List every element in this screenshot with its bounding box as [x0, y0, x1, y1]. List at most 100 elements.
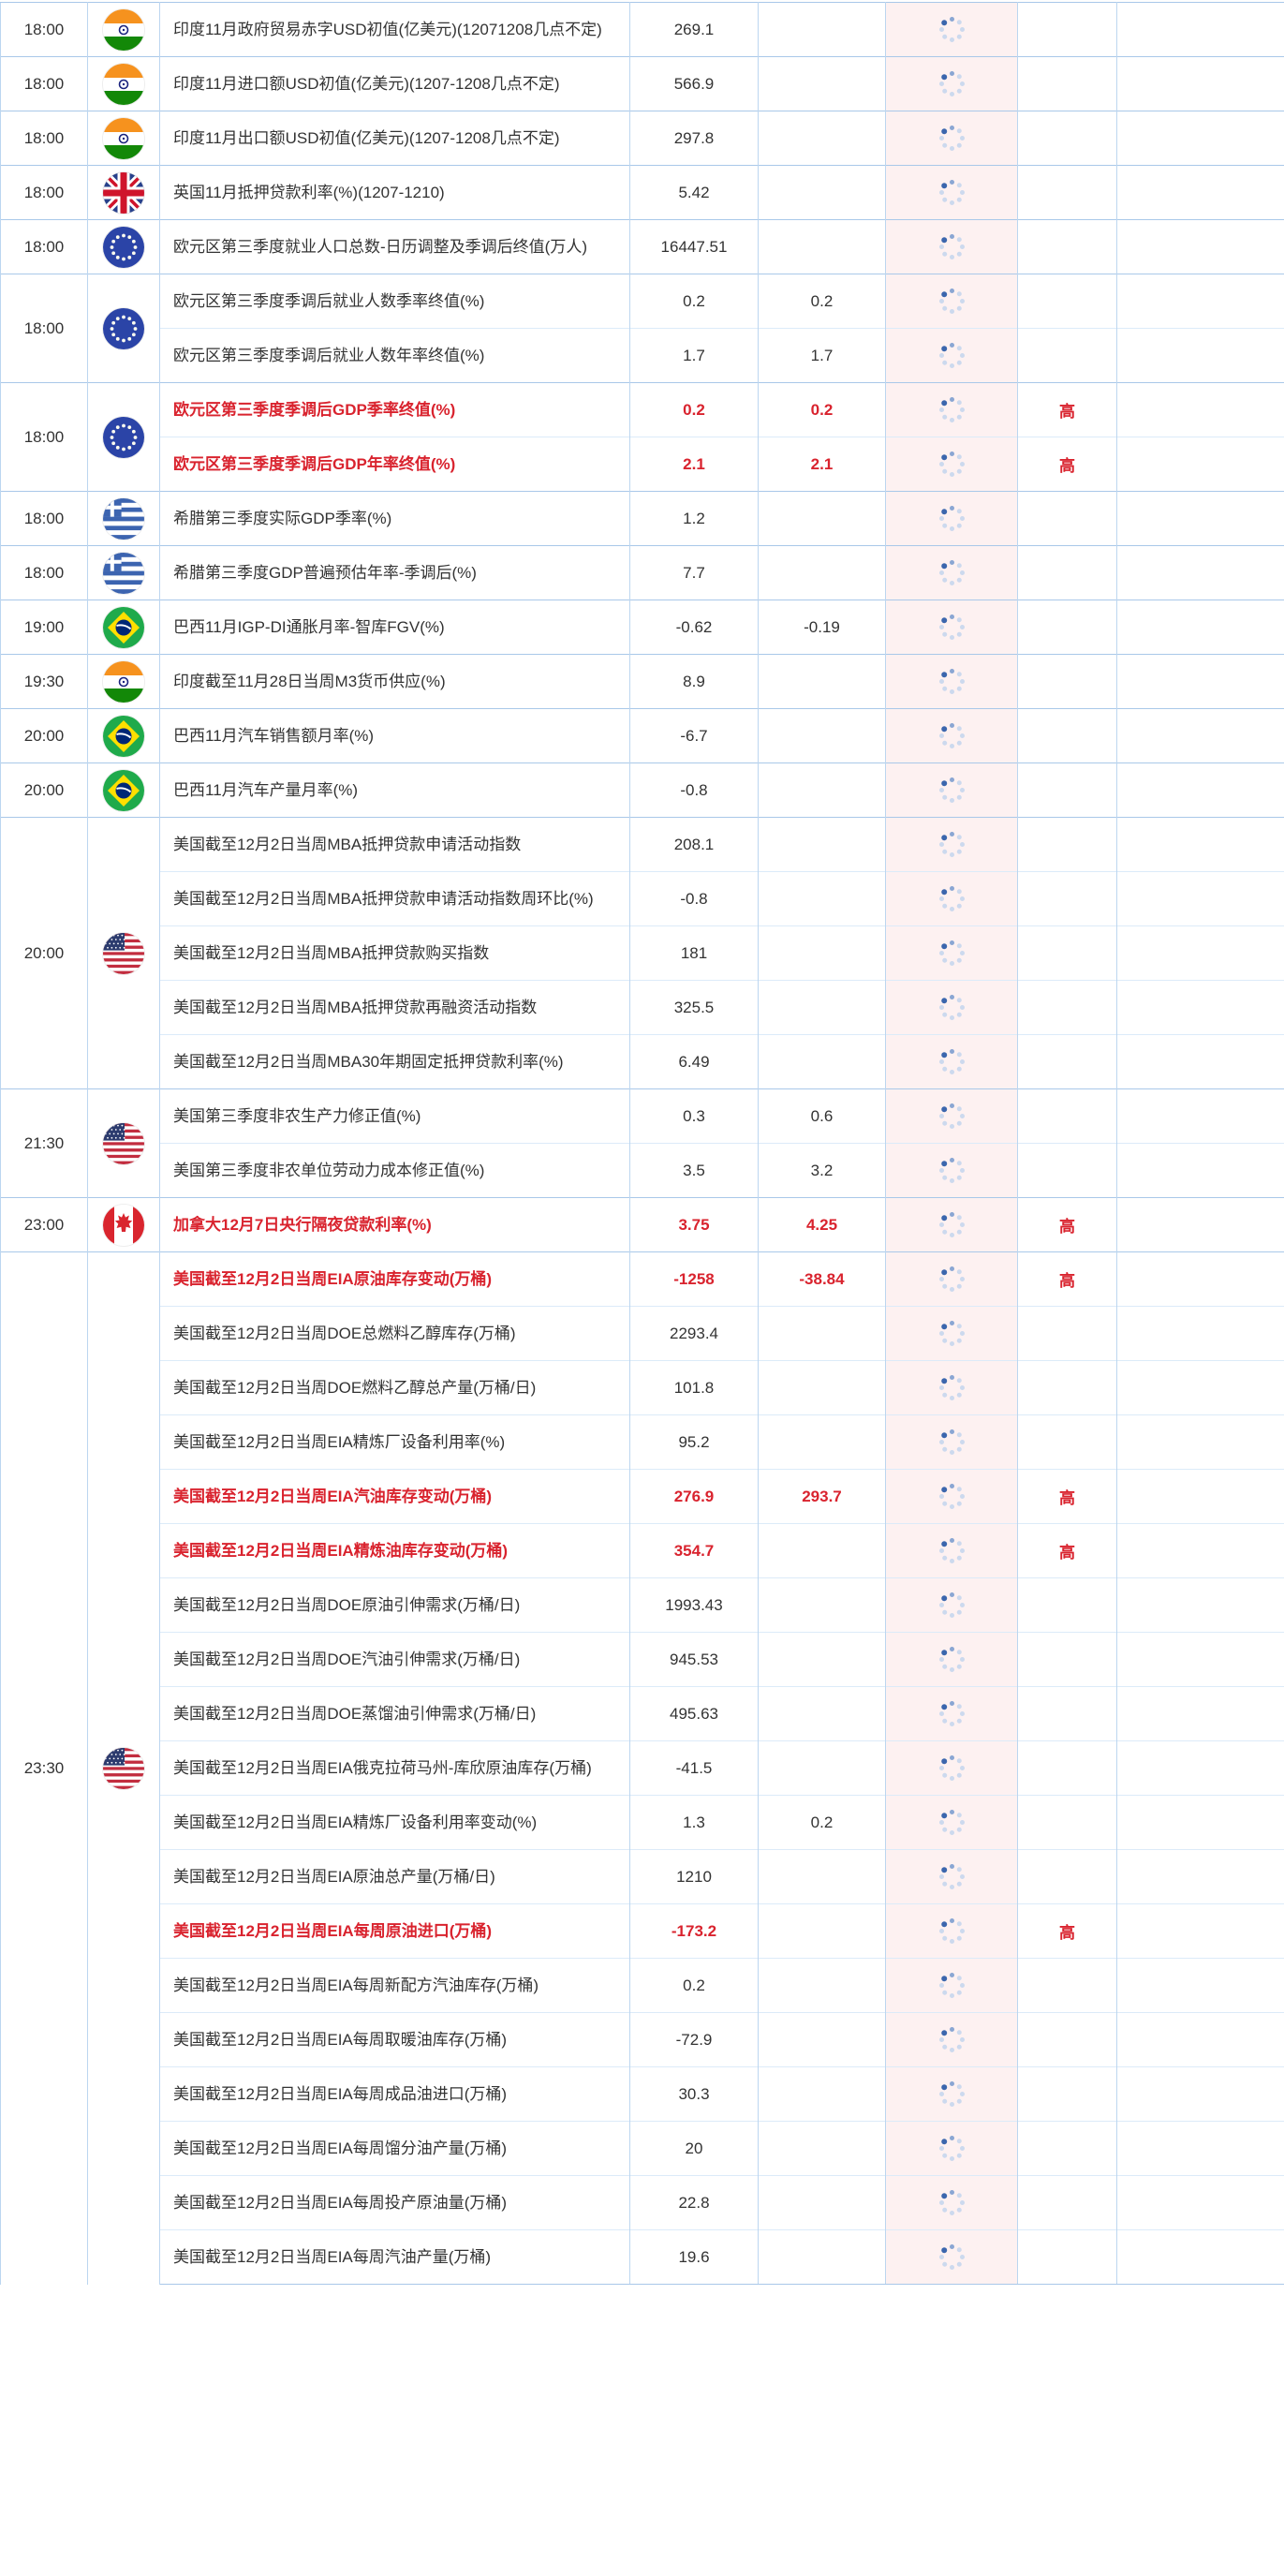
importance-badge: [1017, 2175, 1117, 2230]
loading-spinner-icon: [937, 614, 966, 642]
event-row: 19:00 巴西11月IGP-DI通胀月率-智库FGV(%) -0.62 -0.…: [0, 600, 1284, 655]
empty-cell: [1116, 600, 1284, 655]
importance-badge: [1017, 1958, 1117, 2013]
event-description: 美国截至12月2日当周EIA每周新配方汽油库存(万桶): [159, 1958, 630, 2013]
loading-spinner-icon: [937, 777, 966, 805]
empty-cell: [1116, 219, 1284, 274]
status-spinner-cell: [885, 925, 1018, 981]
country-flag-cell: [87, 382, 160, 492]
india-flag-icon: [103, 63, 144, 105]
actual-value: 1210: [629, 1849, 759, 1904]
forecast-value: [758, 1523, 886, 1578]
empty-cell: [1116, 1306, 1284, 1361]
event-row: 18:00 欧元区第三季度季调后就业人数季率终值(%) 0.2 0.2: [0, 274, 1284, 383]
loading-spinner-icon: [937, 1700, 966, 1728]
brazil-flag-icon: [103, 769, 144, 811]
forecast-value: [758, 1034, 886, 1089]
empty-cell: [1116, 925, 1284, 981]
event-time: 18:00: [0, 382, 88, 492]
importance-badge: [1017, 491, 1117, 546]
actual-value: 945.53: [629, 1632, 759, 1687]
forecast-value: [758, 2229, 886, 2285]
event-description: 美国第三季度非农生产力修正值(%): [159, 1088, 630, 1144]
event-row: 美国截至12月2日当周EIA每周取暖油库存(万桶) -72.9: [1, 2012, 1284, 2067]
actual-value: -0.62: [629, 600, 759, 655]
forecast-value: [758, 165, 886, 220]
actual-value: 566.9: [629, 56, 759, 111]
actual-value: 5.42: [629, 165, 759, 220]
event-description: 欧元区第三季度就业人口总数-日历调整及季调后终值(万人): [159, 219, 630, 274]
actual-value: -6.7: [629, 708, 759, 763]
empty-cell: [1116, 2229, 1284, 2285]
forecast-value: [758, 2012, 886, 2067]
loading-spinner-icon: [937, 1157, 966, 1185]
status-spinner-cell: [885, 491, 1018, 546]
status-spinner-cell: [885, 708, 1018, 763]
event-description: 希腊第三季度实际GDP季率(%): [159, 491, 630, 546]
empty-cell: [1116, 1197, 1284, 1252]
forecast-value: 0.2: [758, 382, 886, 437]
event-description: 美国截至12月2日当周EIA精炼厂设备利用率变动(%): [159, 1795, 630, 1850]
empty-cell: [1116, 654, 1284, 709]
event-description: 美国截至12月2日当周EIA每周馏分油产量(万桶): [159, 2121, 630, 2176]
forecast-value: 1.7: [758, 328, 886, 383]
event-time: 20:00: [0, 708, 88, 763]
event-description: 美国截至12月2日当周EIA原油总产量(万桶/日): [159, 1849, 630, 1904]
event-description: 美国截至12月2日当周MBA抵押贷款申请活动指数周环比(%): [159, 871, 630, 926]
forecast-value: 2.1: [758, 437, 886, 492]
actual-value: 276.9: [629, 1469, 759, 1524]
empty-cell: [1116, 1795, 1284, 1850]
event-time: 19:00: [0, 600, 88, 655]
event-time: 18:00: [0, 274, 88, 383]
economic-calendar-table: 18:00 印度11月政府贸易赤字USD初值(亿美元)(12071208几点不定…: [0, 2, 1284, 2285]
event-time: 18:00: [0, 56, 88, 111]
event-description: 美国截至12月2日当周EIA原油库存变动(万桶): [159, 1251, 630, 1307]
actual-value: 2.1: [629, 437, 759, 492]
empty-cell: [1116, 1577, 1284, 1633]
actual-value: 0.2: [629, 1958, 759, 2013]
forecast-value: [758, 1849, 886, 1904]
actual-value: 19.6: [629, 2229, 759, 2285]
loading-spinner-icon: [937, 288, 966, 316]
event-row: 19:30 印度截至11月28日当周M3货币供应(%) 8.9: [0, 654, 1284, 709]
event-description: 美国截至12月2日当周EIA精炼油库存变动(万桶): [159, 1523, 630, 1578]
eu-flag-icon: [103, 226, 144, 268]
empty-cell: [1116, 1849, 1284, 1904]
event-description: 美国截至12月2日当周DOE汽油引伸需求(万桶/日): [159, 1632, 630, 1687]
empty-cell: [1116, 2121, 1284, 2176]
event-time: 20:00: [0, 817, 88, 1089]
empty-cell: [1116, 2, 1284, 57]
importance-badge: [1017, 56, 1117, 111]
event-description: 美国截至12月2日当周MBA抵押贷款再融资活动指数: [159, 980, 630, 1035]
event-row: 18:00 希腊第三季度实际GDP季率(%) 1.2: [0, 491, 1284, 546]
event-time: 23:30: [0, 1251, 88, 2285]
actual-value: 1.7: [629, 328, 759, 383]
event-row: 18:00 印度11月政府贸易赤字USD初值(亿美元)(12071208几点不定…: [0, 2, 1284, 57]
loading-spinner-icon: [937, 1211, 966, 1239]
forecast-value: 3.2: [758, 1143, 886, 1198]
loading-spinner-icon: [937, 1320, 966, 1348]
actual-value: 30.3: [629, 2066, 759, 2122]
forecast-value: [758, 219, 886, 274]
loading-spinner-icon: [937, 505, 966, 533]
forecast-value: -0.19: [758, 600, 886, 655]
event-description: 欧元区第三季度季调后就业人数年率终值(%): [159, 328, 630, 383]
loading-spinner-icon: [937, 179, 966, 207]
importance-badge: [1017, 2, 1117, 57]
importance-badge: [1017, 1306, 1117, 1361]
empty-cell: [1116, 274, 1284, 329]
forecast-value: 293.7: [758, 1469, 886, 1524]
status-spinner-cell: [885, 762, 1018, 818]
loading-spinner-icon: [937, 1809, 966, 1837]
actual-value: -173.2: [629, 1903, 759, 1959]
status-spinner-cell: [885, 219, 1018, 274]
loading-spinner-icon: [937, 2135, 966, 2163]
loading-spinner-icon: [937, 1103, 966, 1131]
event-description: 美国截至12月2日当周DOE燃料乙醇总产量(万桶/日): [159, 1360, 630, 1415]
status-spinner-cell: [885, 600, 1018, 655]
status-spinner-cell: [885, 2175, 1018, 2230]
forecast-value: [758, 980, 886, 1035]
actual-value: 325.5: [629, 980, 759, 1035]
country-flag-cell: [87, 545, 160, 600]
event-description: 印度11月出口额USD初值(亿美元)(1207-1208几点不定): [159, 111, 630, 166]
